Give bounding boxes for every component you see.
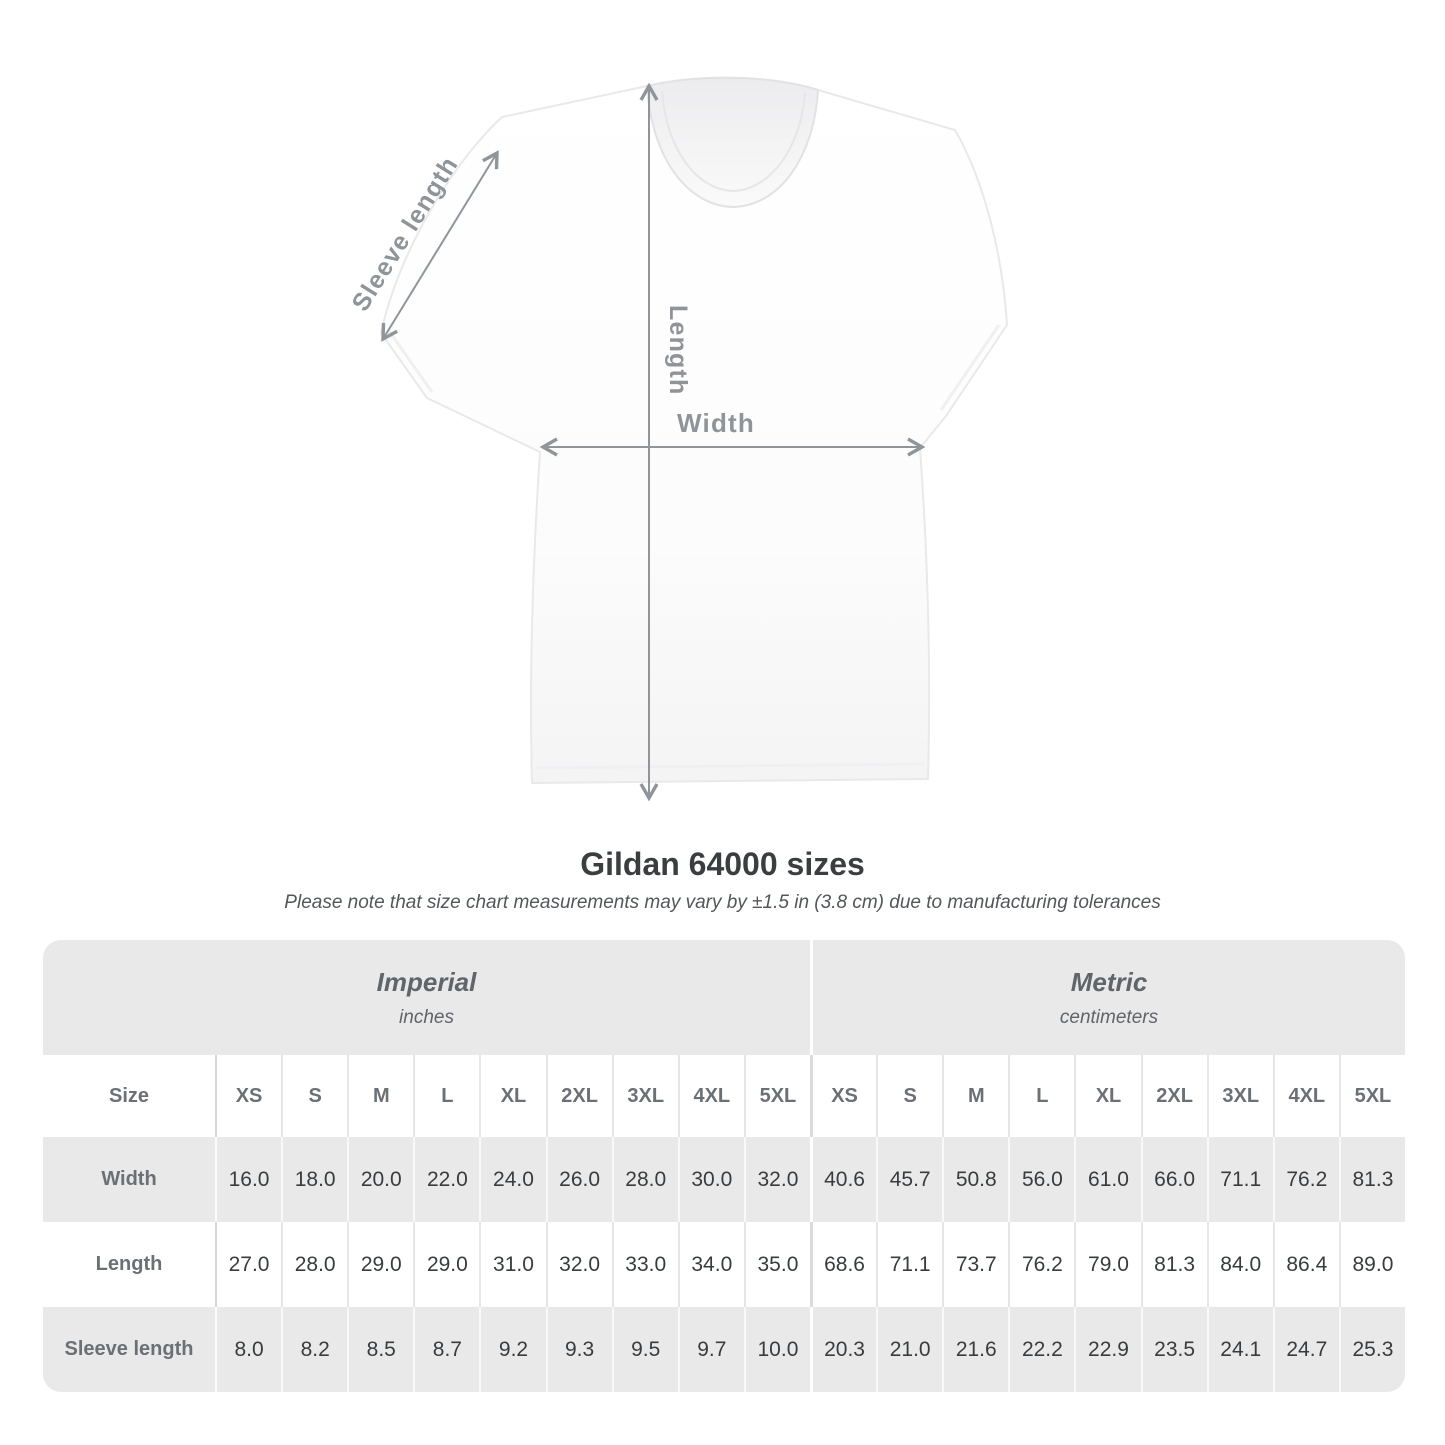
value-imperial: 24.0 — [479, 1137, 546, 1222]
imperial-unit: inches — [399, 1006, 454, 1028]
size-header-imperial-s: S — [281, 1055, 348, 1137]
value-imperial: 28.0 — [281, 1222, 348, 1307]
value-imperial: 9.7 — [677, 1307, 744, 1392]
value-imperial: 8.5 — [347, 1307, 414, 1392]
value-imperial: 35.0 — [743, 1222, 810, 1307]
size-header-imperial-xs: XS — [215, 1055, 282, 1137]
imperial-title: Imperial — [376, 966, 477, 997]
value-imperial: 27.0 — [215, 1222, 282, 1307]
value-metric: 56.0 — [1008, 1137, 1075, 1222]
value-metric: 21.0 — [876, 1307, 943, 1392]
value-imperial: 8.7 — [413, 1307, 480, 1392]
length-label: Length — [664, 305, 692, 396]
value-metric: 50.8 — [942, 1137, 1009, 1222]
size-header-imperial-3xl: 3XL — [611, 1055, 678, 1137]
size-header-metric-5xl: 5XL — [1338, 1055, 1405, 1137]
size-header-imperial-l: L — [413, 1055, 480, 1137]
value-metric: 73.7 — [942, 1222, 1009, 1307]
value-metric: 76.2 — [1272, 1137, 1339, 1222]
imperial-header: Imperial inches — [43, 940, 810, 1055]
value-metric: 86.4 — [1272, 1222, 1339, 1307]
value-metric: 76.2 — [1008, 1222, 1075, 1307]
value-metric: 23.5 — [1140, 1307, 1207, 1392]
value-metric: 79.0 — [1074, 1222, 1141, 1307]
value-metric: 66.0 — [1140, 1137, 1207, 1222]
size-header-metric-l: L — [1008, 1055, 1075, 1137]
value-imperial: 8.2 — [281, 1307, 348, 1392]
size-header-metric-m: M — [942, 1055, 1009, 1137]
value-imperial: 18.0 — [281, 1137, 348, 1222]
page-title: Gildan 64000 sizes — [580, 846, 865, 882]
metric-header: Metric centimeters — [810, 940, 1405, 1055]
size-table: Imperial inches Metric centimeters Size X… — [43, 940, 1405, 1392]
value-imperial: 33.0 — [611, 1222, 678, 1307]
size-header-metric-3xl: 3XL — [1206, 1055, 1273, 1137]
value-imperial: 31.0 — [479, 1222, 546, 1307]
value-imperial: 32.0 — [545, 1222, 612, 1307]
value-metric: 21.6 — [942, 1307, 1009, 1392]
value-imperial: 29.0 — [347, 1222, 414, 1307]
value-imperial: 10.0 — [743, 1307, 810, 1392]
row-label-sleeve-length: Sleeve length — [43, 1307, 215, 1392]
value-metric: 71.1 — [876, 1222, 943, 1307]
value-metric: 71.1 — [1206, 1137, 1273, 1222]
value-imperial: 8.0 — [215, 1307, 282, 1392]
value-imperial: 20.0 — [347, 1137, 414, 1222]
value-imperial: 9.2 — [479, 1307, 546, 1392]
value-metric: 81.3 — [1140, 1222, 1207, 1307]
row-label-length: Length — [43, 1222, 215, 1307]
value-imperial: 32.0 — [743, 1137, 810, 1222]
value-imperial: 28.0 — [611, 1137, 678, 1222]
value-imperial: 16.0 — [215, 1137, 282, 1222]
size-header-metric-2xl: 2XL — [1140, 1055, 1207, 1137]
value-metric: 89.0 — [1338, 1222, 1405, 1307]
size-header-imperial-m: M — [347, 1055, 414, 1137]
value-metric: 81.3 — [1338, 1137, 1405, 1222]
value-metric: 61.0 — [1074, 1137, 1141, 1222]
value-imperial: 26.0 — [545, 1137, 612, 1222]
width-label: Width — [677, 408, 755, 438]
size-header-metric-xl: XL — [1074, 1055, 1141, 1137]
row-label-width: Width — [43, 1137, 215, 1222]
size-header-imperial-4xl: 4XL — [677, 1055, 744, 1137]
value-imperial: 22.0 — [413, 1137, 480, 1222]
value-imperial: 29.0 — [413, 1222, 480, 1307]
sleeve-length-arrow — [383, 153, 497, 339]
value-metric: 68.6 — [810, 1222, 877, 1307]
value-metric: 40.6 — [810, 1137, 877, 1222]
value-metric: 84.0 — [1206, 1222, 1273, 1307]
value-metric: 22.2 — [1008, 1307, 1075, 1392]
value-metric: 22.9 — [1074, 1307, 1141, 1392]
tshirt-measurement-diagram: Length Width Sleeve length — [347, 76, 1008, 832]
metric-title: Metric — [1070, 966, 1148, 997]
value-imperial: 9.5 — [611, 1307, 678, 1392]
tshirt-graphic — [380, 76, 1008, 784]
value-metric: 25.3 — [1338, 1307, 1405, 1392]
value-imperial: 9.3 — [545, 1307, 612, 1392]
size-header-metric-s: S — [876, 1055, 943, 1137]
size-header-metric-xs: XS — [810, 1055, 877, 1137]
value-metric: 24.7 — [1272, 1307, 1339, 1392]
value-metric: 45.7 — [876, 1137, 943, 1222]
value-metric: 20.3 — [810, 1307, 877, 1392]
size-header-imperial-2xl: 2XL — [545, 1055, 612, 1137]
value-metric: 24.1 — [1206, 1307, 1273, 1392]
size-header-imperial-5xl: 5XL — [743, 1055, 810, 1137]
size-header-metric-4xl: 4XL — [1272, 1055, 1339, 1137]
size-corner-label: Size — [43, 1055, 215, 1137]
metric-unit: centimeters — [1059, 1006, 1159, 1028]
value-imperial: 34.0 — [677, 1222, 744, 1307]
tolerance-note: Please note that size chart measurements… — [284, 892, 1161, 913]
size-header-imperial-xl: XL — [479, 1055, 546, 1137]
value-imperial: 30.0 — [677, 1137, 744, 1222]
